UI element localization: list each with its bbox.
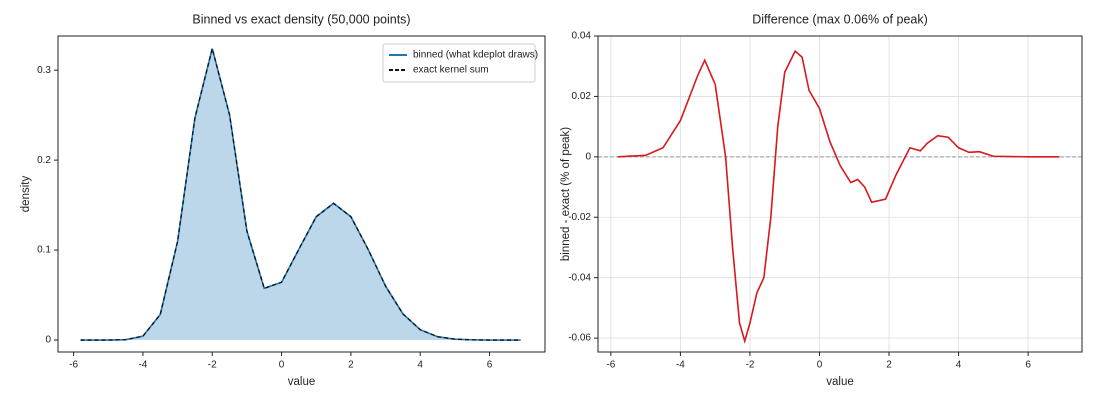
y-axis-label: binned - exact (% of peak) <box>560 127 572 261</box>
y-tick-label: 0.04 <box>572 31 592 42</box>
y-axis-label: density <box>20 176 32 213</box>
y-tick-label: -0.02 <box>568 212 591 223</box>
legend-box <box>382 43 536 83</box>
x-tick-label: -2 <box>208 360 217 371</box>
x-tick-label: 0 <box>817 360 823 371</box>
x-tick-label: -2 <box>745 360 754 371</box>
x-tick-label: 4 <box>417 360 423 371</box>
x-tick-label: 2 <box>348 360 354 371</box>
series-line <box>617 49 1060 345</box>
x-tick-label: 0 <box>279 360 285 371</box>
x-tick-label: -6 <box>69 360 78 371</box>
chart-title: Binned vs exact density (50,000 points) <box>192 12 410 26</box>
y-tick-label: -0.04 <box>568 272 591 283</box>
plot-frame <box>57 35 546 353</box>
x-tick-label: -4 <box>676 360 685 371</box>
area-fill <box>80 48 521 341</box>
y-tick-label: -0.06 <box>568 333 591 344</box>
y-tick-label: 0.02 <box>572 91 592 102</box>
legend-label: exact kernel sum <box>413 65 489 76</box>
y-tick-label: 0 <box>45 335 51 346</box>
x-axis-label: value <box>826 376 854 388</box>
x-tick-label: 2 <box>886 360 892 371</box>
x-tick-label: 4 <box>956 360 962 371</box>
x-tick-label: -6 <box>606 360 615 371</box>
y-tick-label: 0.1 <box>37 245 51 256</box>
y-tick-label: 0.3 <box>37 65 51 76</box>
plot-frame <box>597 35 1083 353</box>
x-axis-label: value <box>288 376 316 388</box>
chart-title: Difference (max 0.06% of peak) <box>752 12 928 26</box>
y-tick-label: 0 <box>585 151 591 162</box>
legend-label: binned (what kdeplot draws) <box>413 50 538 61</box>
x-tick-label: 6 <box>1025 360 1031 371</box>
x-tick-label: -4 <box>138 360 147 371</box>
y-tick-label: 0.2 <box>37 155 51 166</box>
series-line <box>80 48 521 341</box>
x-tick-label: 6 <box>487 360 493 371</box>
